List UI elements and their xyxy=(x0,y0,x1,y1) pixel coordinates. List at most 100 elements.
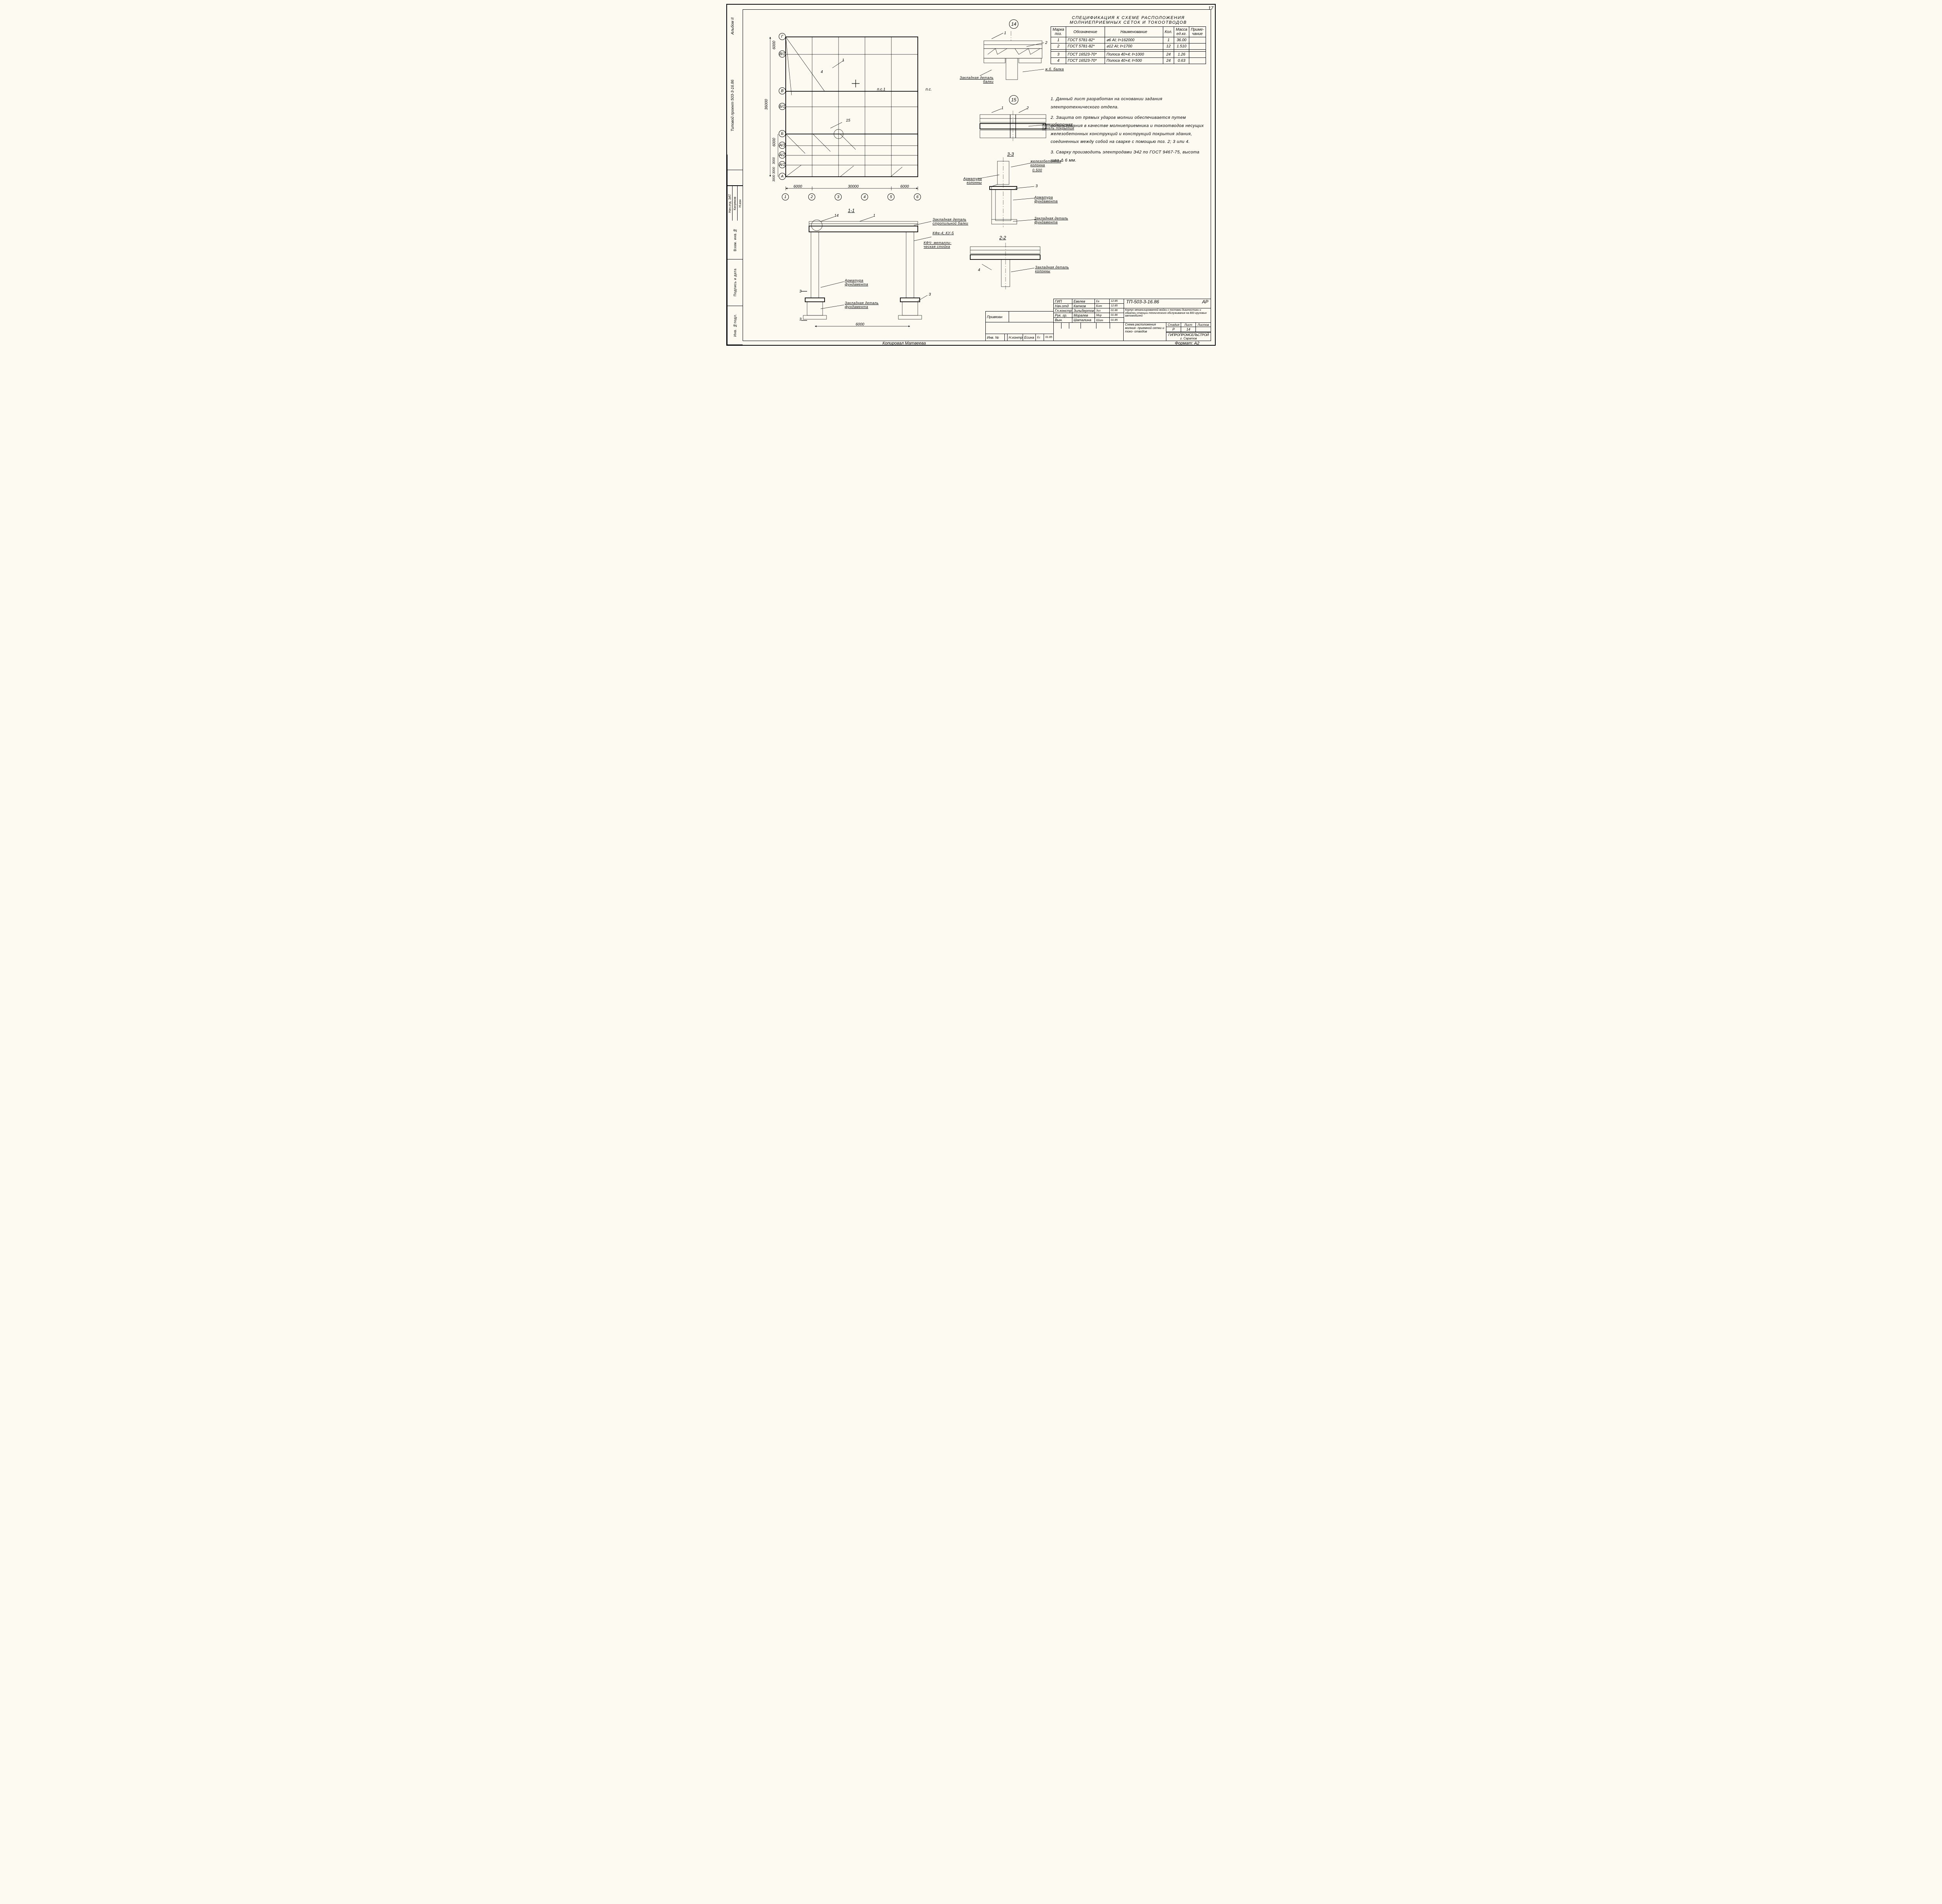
tb-suffix: АР xyxy=(1202,299,1208,308)
tb-stadia-h: Стадия xyxy=(1166,323,1181,327)
detail-15-mark: 15 xyxy=(1009,95,1018,104)
spec-col-3: Кол. xyxy=(1163,27,1174,37)
xaxis-2: 2 xyxy=(808,193,815,200)
note-3: 3. Сварку производить электродами Э42 по… xyxy=(1051,148,1206,165)
tb-vyn-name: Шаталина xyxy=(1072,318,1095,322)
tb-gl: Гл.констр xyxy=(1054,308,1072,313)
d33-embed: Закладная деталь фундамента xyxy=(1034,216,1073,224)
yaxis-A: А xyxy=(779,173,786,180)
drawing-sheet: 17 Инв. №подл. Подпись и дата Взам. инв.… xyxy=(726,4,1216,346)
xdim-0: 6000 xyxy=(794,184,802,189)
aux-ncontr-name: Есина xyxy=(1023,334,1036,341)
d11-stand: КФЧ- металли- ческая стойка xyxy=(924,241,955,249)
binding-vzam: Взам. инв.№ xyxy=(727,221,743,259)
footer-format: Формат: А2 xyxy=(1175,341,1199,346)
aux-priv: Привязан xyxy=(986,312,1009,322)
spec-row: 4ГОСТ 16523-70*Полоса 40×4; ℓ=500240.63 xyxy=(1051,58,1206,64)
ps-label: п.с. xyxy=(926,87,932,92)
d11-m3a: 3 xyxy=(799,289,802,294)
spec-col-2: Наименование xyxy=(1105,27,1163,37)
detail-14-mark: 14 xyxy=(1009,19,1018,29)
spec-col-5: Приме-чание xyxy=(1189,27,1206,37)
binding-inv: Инв. №подл. xyxy=(727,306,743,345)
tb-drawing: Схема расположения молние- приемной сетк… xyxy=(1123,323,1166,341)
d14-l2: 2 xyxy=(1045,41,1048,45)
yaxis-A2: А/2 xyxy=(779,151,786,158)
footer-copied: Копировал Матвеева xyxy=(882,341,926,346)
binding-margin: Инв. №подл. Подпись и дата Взам. инв.№ Н… xyxy=(727,5,743,345)
spec-col-1: Обозначение xyxy=(1066,27,1105,37)
d14-l1: 1 xyxy=(1004,31,1006,35)
xaxis-3: 3 xyxy=(835,193,842,200)
mark-15: 15 xyxy=(846,118,850,123)
d11-m3c: 3 xyxy=(929,292,931,297)
d33-dim: 0.500 xyxy=(1032,168,1042,172)
d33-title: 3-3 xyxy=(1007,151,1014,157)
tb-code: ТП-503-3-16.86 xyxy=(1126,299,1159,308)
spec-col-4: Масса ед.кг. xyxy=(1174,27,1189,37)
ps1-label: п.с.1 xyxy=(877,87,886,92)
d14-embed: Закладная деталь балки xyxy=(959,76,994,84)
yaxis-G: Г xyxy=(779,33,786,40)
xdim-2: 6000 xyxy=(900,184,909,189)
aux-block: Привязан Инв. № Н.контр Есина Ес 01.85 xyxy=(985,311,1053,341)
detail-11 xyxy=(782,214,937,330)
spec-row: 1ГОСТ 5781-82*⌀6 АI; ℓ=162000136.00 xyxy=(1051,37,1206,44)
tb-nach: Нач.отд xyxy=(1054,304,1072,308)
xaxis-5: 5 xyxy=(887,193,894,200)
project-label: Типовой проект 503-3-16.86 xyxy=(731,80,735,131)
xaxis-4: 4 xyxy=(861,193,868,200)
ydim0: 3000 xyxy=(772,175,776,182)
xdim-1: 30000 xyxy=(848,184,859,189)
d14-beam: ж.б. балка xyxy=(1045,67,1064,71)
d11-title: 1-1 xyxy=(848,208,854,213)
tb-listov-h: Листов xyxy=(1196,323,1211,327)
tb-desc: Корпус механизированной мойки с постами … xyxy=(1124,308,1211,322)
spec-row: 3ГОСТ 16523-70*Полоса 40×4; ℓ=1000241.26 xyxy=(1051,52,1206,58)
note-1: 1. Данный лист разработан на основании з… xyxy=(1051,95,1206,111)
d22-embed: Закладная деталь колонны xyxy=(1035,265,1074,273)
aux-ncontr: Н.контр xyxy=(1008,334,1023,341)
d11-armf: Арматура фундамента xyxy=(845,278,876,286)
yaxis-A3: А/3 xyxy=(779,142,786,149)
note-2: 2. Защита от прямых ударов молнии обеспе… xyxy=(1051,114,1206,146)
d11-kfe: КФе-4; КУ-5 xyxy=(933,231,954,235)
tb-gip: ГИП xyxy=(1054,299,1072,303)
binding-nkon: Н.кон xyxy=(737,186,743,221)
tb-ruk: Рук. гр. xyxy=(1054,313,1072,317)
ydimtop: 6000 xyxy=(772,41,776,49)
d33-armf: Арматура фундамента xyxy=(1034,195,1065,203)
mark-1: 1 xyxy=(842,58,844,63)
d22-m4: 4 xyxy=(978,268,980,272)
yaxis-V1: В/1 xyxy=(779,50,786,57)
tb-gip-name: Евелев xyxy=(1072,299,1095,303)
binding-nach: Нач.отд. ЭАТ xyxy=(727,186,732,221)
tb-ruk-name: Моралев xyxy=(1072,313,1095,317)
ydim1: 3000 xyxy=(772,167,776,174)
spec-table: Марка поз. Обозначение Наименование Кол.… xyxy=(1051,26,1206,64)
aux-inv: Инв. № xyxy=(986,334,1005,341)
yaxis-B1: Б/1 xyxy=(779,103,786,110)
xaxis-1: 1 xyxy=(782,193,789,200)
yaxis-A1: А/1 xyxy=(779,161,786,168)
ydim2: 3000 xyxy=(772,157,776,164)
spec-title: Спецификация к схеме расположения молние… xyxy=(1051,16,1206,25)
yaxis-V: В xyxy=(779,87,786,94)
binding-katr: Катрянов xyxy=(732,186,737,221)
tb-org: ГИПРОПРОМСЕЛЬСТРОЙ xyxy=(1166,333,1211,337)
d22-title: 2-2 xyxy=(999,235,1006,240)
spec-area: Спецификация к схеме расположения молние… xyxy=(1051,16,1206,64)
d33-m3: 3 xyxy=(1035,184,1038,188)
notes-block: 1. Данный лист разработан на основании з… xyxy=(1051,95,1206,167)
title-block: ГИП Евелев Ев 12.85 Нач.отд Катков Кат 1… xyxy=(1053,299,1211,341)
d11-embedf: Закладная деталь фундамента xyxy=(845,301,884,309)
d33-armk: Арматура колонны xyxy=(951,177,982,184)
album-label: Альбом II xyxy=(731,17,735,35)
d11-m14: 14 xyxy=(834,214,839,218)
yaxis-B: Б xyxy=(779,130,786,137)
d15-l2: 2 xyxy=(1027,106,1029,110)
binding-sign: Подпись и дата xyxy=(727,259,743,306)
ydim3: 6000 xyxy=(772,138,776,146)
xaxis-6: 6 xyxy=(914,193,921,200)
spec-col-0: Марка поз. xyxy=(1051,27,1066,37)
